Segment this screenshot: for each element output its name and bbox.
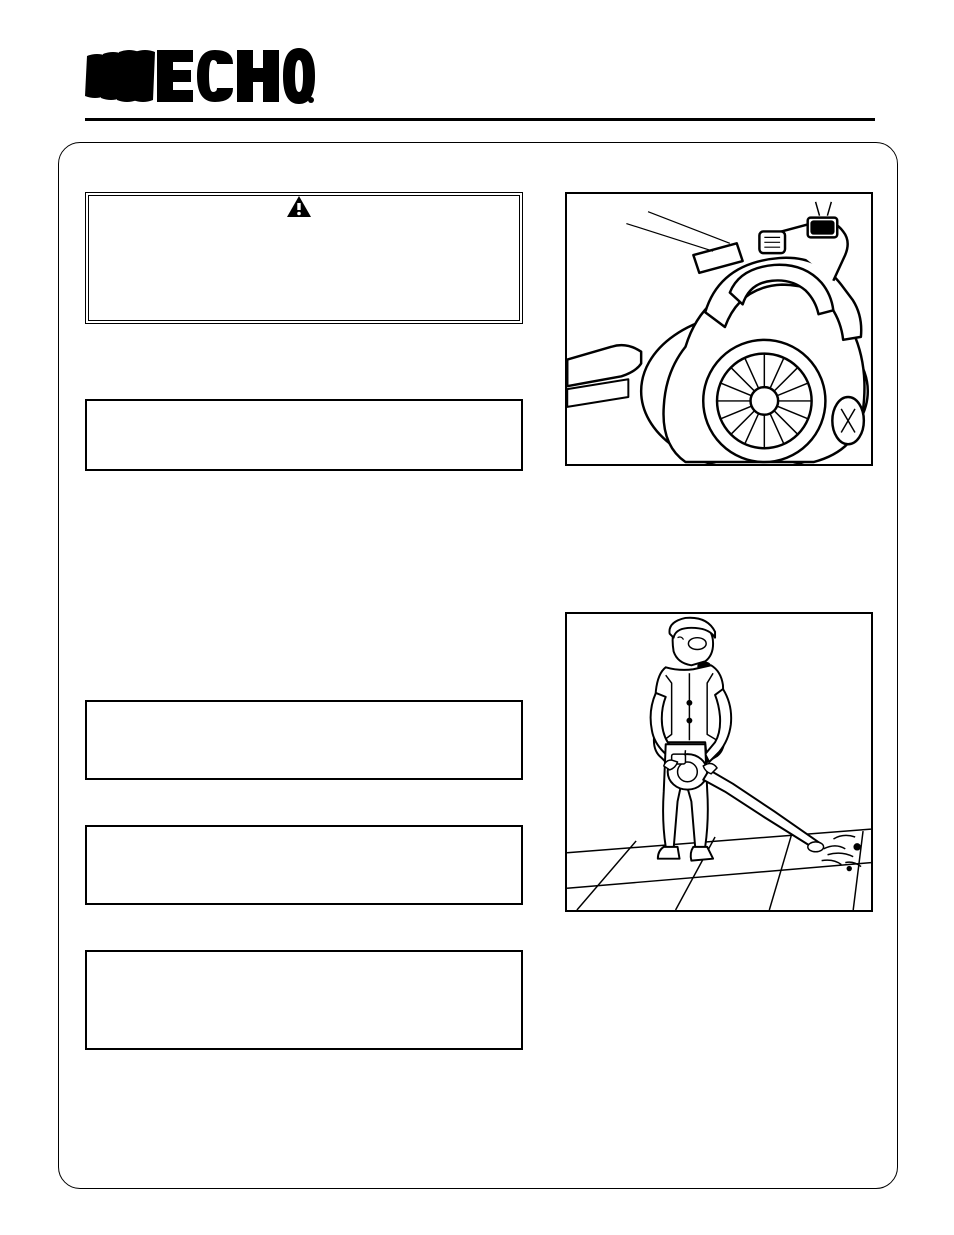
illustration-operator <box>565 612 873 912</box>
note-box-2 <box>85 700 523 780</box>
brand-logo <box>85 48 315 106</box>
note-box-4 <box>85 950 523 1050</box>
note-box-1 <box>85 399 523 471</box>
warning-triangle-icon <box>286 195 312 219</box>
illustration-blower-handle <box>565 192 873 466</box>
header-rule <box>85 118 875 121</box>
note-box-3 <box>85 825 523 905</box>
